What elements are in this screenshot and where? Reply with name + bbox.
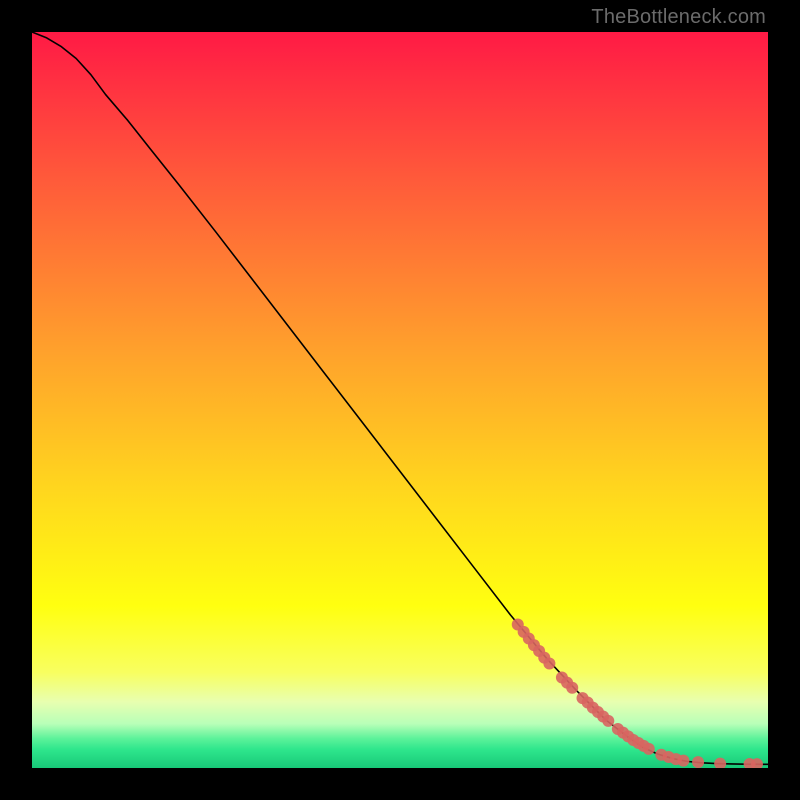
chart-area bbox=[32, 32, 768, 768]
marker-point bbox=[643, 743, 655, 755]
watermark-text: TheBottleneck.com bbox=[591, 6, 766, 29]
marker-point bbox=[566, 682, 578, 694]
chart-svg bbox=[32, 32, 768, 768]
marker-point bbox=[692, 756, 704, 768]
marker-point bbox=[677, 755, 689, 767]
marker-point bbox=[543, 657, 555, 669]
gradient-background bbox=[32, 32, 768, 768]
marker-point bbox=[602, 715, 614, 727]
